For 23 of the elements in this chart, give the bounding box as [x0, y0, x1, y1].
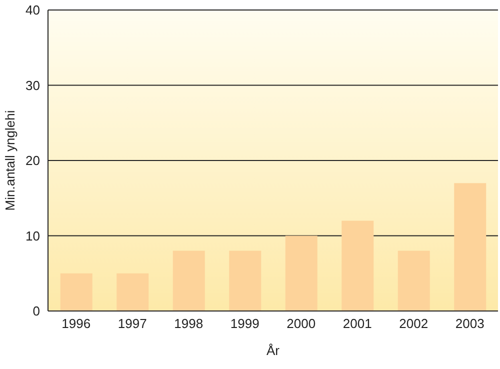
x-tick-label: 1996: [62, 316, 91, 332]
x-tick-label: 1997: [118, 316, 147, 332]
y-tick-label: 20: [26, 153, 40, 168]
bar: [285, 236, 318, 311]
x-axis-title: År: [266, 343, 280, 358]
x-tick-label: 1998: [174, 316, 204, 332]
x-tick-label: 2000: [286, 316, 316, 332]
bar: [116, 273, 149, 311]
y-tick-label: 10: [26, 228, 40, 244]
y-tick-label: 0: [32, 304, 40, 319]
bar: [398, 250, 430, 311]
y-axis-title: Min.antall ynglehi: [2, 110, 18, 211]
x-tick-label: 2002: [399, 316, 428, 332]
x-tick-label: 1999: [230, 316, 260, 332]
bar: [454, 183, 486, 311]
y-tick-label: 40: [26, 2, 40, 18]
x-tick-label: 2001: [342, 316, 372, 332]
bar: [60, 273, 92, 311]
y-tick-label: 30: [26, 78, 40, 93]
bar: [229, 250, 262, 311]
bar: [172, 250, 205, 311]
x-tick-label: 2003: [455, 316, 484, 332]
bar: [342, 220, 374, 311]
